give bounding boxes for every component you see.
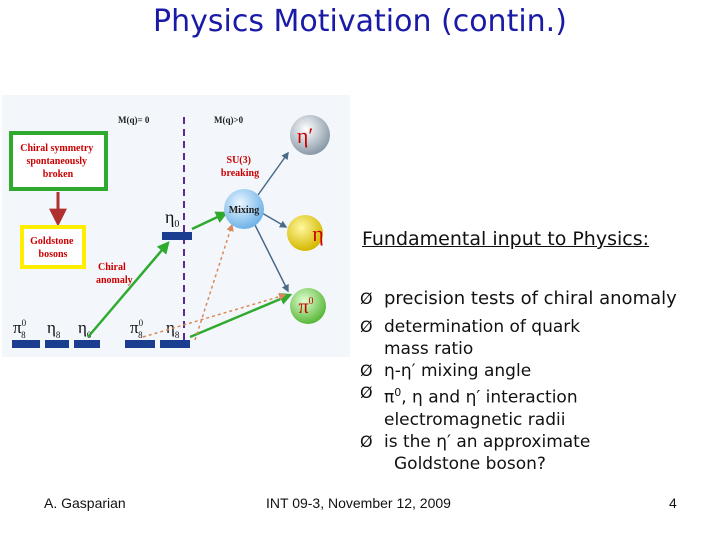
su3-breaking-label: SU(3) breaking: [221, 155, 259, 179]
bullet-continuation: mass ratio: [384, 339, 474, 359]
arrow-eta0-up: [87, 241, 170, 338]
mixing-label: Mixing: [229, 205, 260, 216]
bullet-item: Ø π0, η and η′ interaction: [360, 383, 578, 408]
bullet-list: Ø precision tests of chiral anomaly Ø de…: [360, 288, 677, 475]
arrow-eta0-mixing: [191, 211, 229, 231]
goldstone-text: Goldstone bosons: [30, 236, 76, 260]
bottom-state-labels: π08 η8 η0 π08 η8: [13, 318, 180, 342]
eta0-bottom-bar: [74, 340, 100, 348]
eta0-label: η0: [165, 207, 179, 230]
eta8-mass-bar: [160, 340, 190, 348]
bullet-arrow-icon: Ø: [360, 383, 373, 402]
bullet-item: Ø determination of quark: [360, 317, 581, 337]
mixing-ball: [224, 189, 264, 229]
eta-prime-ball: [290, 115, 330, 155]
eta-prime-label: η′: [297, 123, 313, 148]
pi0-ball: [290, 288, 326, 324]
mq-zero-label: M(q)= 0: [118, 115, 150, 125]
chiral-symmetry-box: [9, 131, 108, 191]
pi8-mass-bar: [125, 340, 155, 348]
eta8-bar: [45, 340, 69, 348]
bullet-continuation: Goldstone boson?: [394, 453, 546, 474]
eta0-bar: [162, 232, 192, 240]
arrow-mixing-eta: [261, 212, 288, 228]
bullet-arrow-icon: Ø: [360, 289, 373, 308]
footer-conference: INT 09-3, November 12, 2009: [266, 495, 451, 511]
bullet-arrow-icon: Ø: [360, 317, 373, 336]
arrow-mixing-etaprime: [257, 151, 289, 196]
eta-label: η: [312, 221, 324, 246]
eta-ball: [287, 215, 323, 251]
arrow-eta8-eta: [189, 293, 293, 339]
mixing-diagram: M(q)= 0 M(q)>0 Chiral symmetry spontaneo…: [2, 95, 350, 357]
bullet-arrow-icon: Ø: [360, 431, 373, 451]
bullet-item: Ø η-η′ mixing angle: [360, 361, 532, 381]
footer-author: A. Gasparian: [44, 495, 126, 511]
chiral-anomaly-label: Chiral anomaly: [96, 262, 133, 286]
section-heading: Fundamental input to Physics:: [362, 228, 650, 250]
pi0-label: π0: [298, 296, 313, 318]
bullet-arrow-icon: Ø: [360, 361, 373, 380]
pi8-bar: [12, 340, 40, 348]
arrow-pi8-dashed: [142, 293, 287, 338]
mq-positive-label: M(q)>0: [214, 115, 244, 125]
slide-title: Physics Motivation (contin.): [153, 4, 567, 39]
footer-page-number: 4: [669, 495, 677, 511]
arrow-mixing-dashed: [194, 223, 234, 341]
arrow-mixing-pi0: [254, 224, 289, 293]
bullet-item: Ø is the η′ an approximate: [360, 431, 591, 452]
chiral-symmetry-text: Chiral symmetry spontaneously broken: [20, 143, 96, 180]
bullet-item: Ø precision tests of chiral anomaly: [360, 288, 677, 309]
goldstone-box: [20, 225, 86, 269]
bullet-continuation: electromagnetic radii: [384, 409, 566, 430]
